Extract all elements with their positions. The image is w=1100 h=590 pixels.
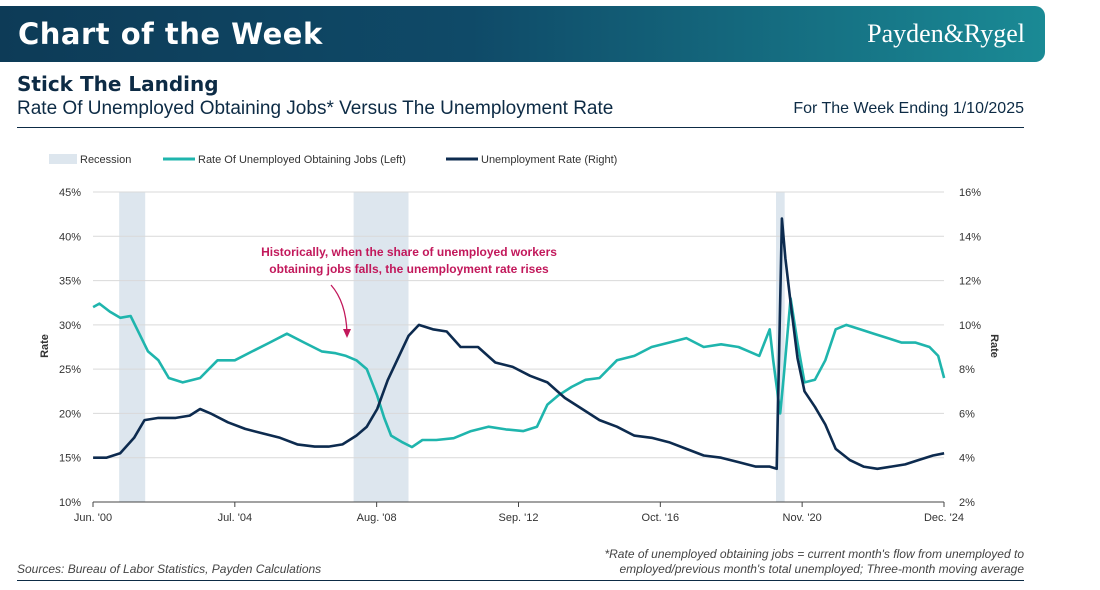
footnote: *Rate of unemployed obtaining jobs = cur… bbox=[504, 547, 1024, 577]
annotation: Historically, when the share of unemploy… bbox=[261, 245, 557, 338]
x-tick-label: Dec. '24 bbox=[924, 512, 964, 524]
gridlines bbox=[93, 191, 944, 459]
y-left-tick-label: 35% bbox=[59, 276, 81, 288]
legend: Recession Rate Of Unemployed Obtaining J… bbox=[49, 154, 617, 166]
y-right-tick-label: 12% bbox=[959, 276, 981, 288]
header-banner: Chart of the Week Payden&Rygel bbox=[0, 6, 1045, 62]
footnote-line-2: employed/previous month's total unemploy… bbox=[619, 562, 1024, 576]
annotation-arrowhead bbox=[343, 329, 351, 338]
annotation-arrow bbox=[330, 284, 348, 334]
y-left-tick-label: 40% bbox=[59, 231, 81, 243]
y-right-tick-label: 2% bbox=[959, 497, 975, 509]
series-line-unemployment-rate bbox=[93, 217, 945, 471]
y-right-tick-label: 8% bbox=[959, 364, 975, 376]
y-right-tick-label: 10% bbox=[959, 320, 981, 332]
axes: Jun. '00 Jul. '04 Aug. '08 Sep. '12 Oct. '16… bbox=[59, 187, 981, 524]
y-right-tick-label: 4% bbox=[959, 453, 975, 465]
x-tick-label: Jul. '04 bbox=[218, 512, 253, 524]
y-axis-right-label: Rate bbox=[988, 334, 1000, 358]
bottom-divider bbox=[17, 580, 1024, 581]
week-ending: For The Week Ending 1/10/2025 bbox=[793, 100, 1024, 117]
sources: Sources: Bureau of Labor Statistics, Pay… bbox=[17, 562, 322, 576]
y-left-tick-label: 15% bbox=[59, 453, 81, 465]
legend-recession-swatch bbox=[49, 154, 77, 164]
y-axis-left-label: Rate bbox=[39, 334, 51, 358]
series-line-job-finding-rate bbox=[92, 296, 946, 449]
legend-navy-label: Unemployment Rate (Right) bbox=[481, 154, 617, 166]
recession-band-0 bbox=[119, 192, 146, 502]
y-right-tick-label: 14% bbox=[959, 231, 981, 243]
annotation-line-1: Historically, when the share of unemploy… bbox=[261, 245, 557, 259]
x-tick-label: Sep. '12 bbox=[498, 512, 538, 524]
y-right-tick-label: 16% bbox=[959, 187, 981, 199]
y-right-tick-label: 6% bbox=[959, 408, 975, 420]
y-left-tick-label: 20% bbox=[59, 408, 81, 420]
x-tick-label: Nov. '20 bbox=[783, 512, 822, 524]
y-left-tick-label: 30% bbox=[59, 320, 81, 332]
legend-recession-label: Recession bbox=[80, 154, 131, 166]
recession-band-1 bbox=[353, 192, 409, 502]
legend-teal-label: Rate Of Unemployed Obtaining Jobs (Left) bbox=[198, 154, 406, 166]
top-divider bbox=[17, 127, 1024, 128]
chart-subtitle: Rate Of Unemployed Obtaining Jobs* Versu… bbox=[17, 98, 614, 119]
brand-logo: Payden&Rygel bbox=[867, 19, 1025, 48]
y-left-tick-label: 10% bbox=[59, 497, 81, 509]
annotation-line-2: obtaining jobs falls, the unemployment r… bbox=[269, 262, 549, 276]
y-left-tick-label: 25% bbox=[59, 364, 81, 376]
x-tick-label: Oct. '16 bbox=[642, 512, 680, 524]
x-tick-label: Jun. '00 bbox=[74, 512, 112, 524]
series bbox=[92, 217, 946, 471]
footnote-line-1: *Rate of unemployed obtaining jobs = cur… bbox=[604, 547, 1024, 561]
banner-title: Chart of the Week bbox=[18, 17, 323, 51]
chart-title: Stick The Landing bbox=[17, 72, 219, 96]
recession-bands bbox=[119, 192, 785, 502]
x-tick-label: Aug. '08 bbox=[357, 512, 397, 524]
y-left-tick-label: 45% bbox=[59, 187, 81, 199]
